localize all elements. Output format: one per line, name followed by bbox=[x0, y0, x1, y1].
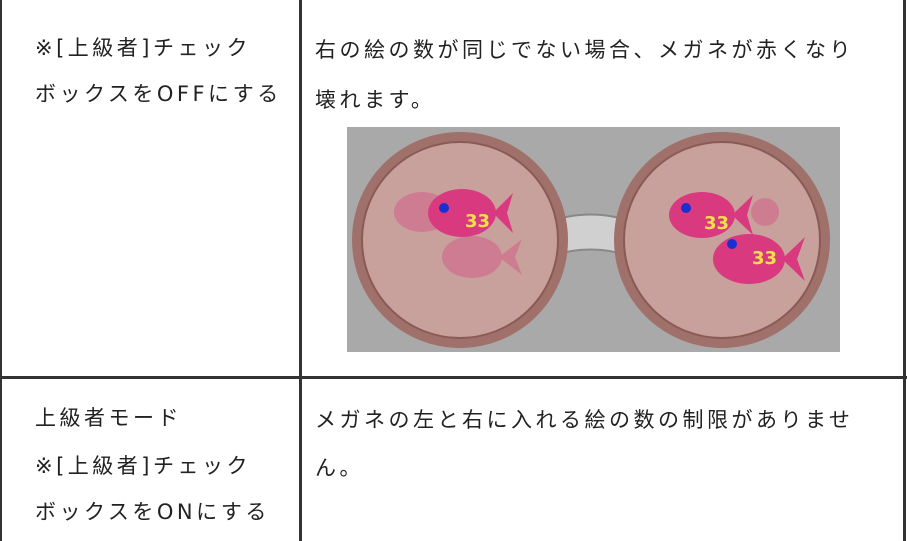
cell-text: ん。 bbox=[315, 456, 364, 480]
svg-text:33: 33 bbox=[465, 211, 490, 232]
cell-text: ボックスをOFFにする bbox=[35, 82, 282, 106]
cell-text: ボックスをONにする bbox=[35, 500, 270, 524]
svg-text:33: 33 bbox=[704, 213, 729, 234]
svg-text:33: 33 bbox=[752, 248, 777, 269]
border-middle bbox=[299, 0, 302, 541]
cell-text: 壊れます。 bbox=[315, 88, 436, 112]
border-right bbox=[903, 0, 906, 541]
cell-text: メガネの左と右に入れる絵の数の制限がありませ bbox=[315, 408, 854, 432]
border-left bbox=[0, 0, 2, 541]
cell-text: 上級者モード bbox=[35, 406, 182, 430]
cell-text: ※[上級者]チェック bbox=[35, 36, 251, 60]
row-divider bbox=[0, 376, 907, 379]
glasses-illustration: 33 33 33 bbox=[347, 127, 840, 352]
cell-text: 右の絵の数が同じでない場合、メガネが赤くなり bbox=[315, 38, 854, 62]
cell-text: ※[上級者]チェック bbox=[35, 454, 251, 478]
